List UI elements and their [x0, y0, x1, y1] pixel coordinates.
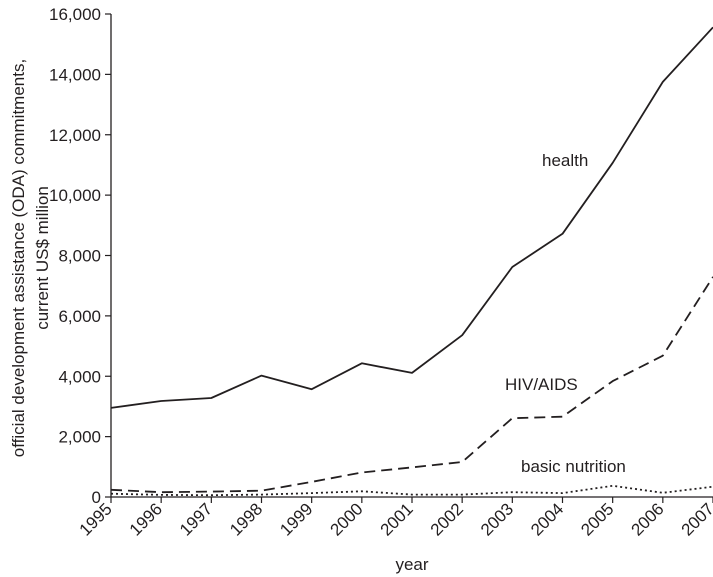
series-label-health: health	[542, 151, 588, 170]
x-tick-label: 1998	[226, 499, 266, 539]
x-tick-label: 1996	[126, 499, 166, 539]
series-label-basic-nutrition: basic nutrition	[521, 457, 626, 476]
series-line-basic-nutrition	[110, 484, 713, 497]
y-tick-label: 8,000	[58, 247, 101, 266]
y-tick-label: 2,000	[58, 428, 101, 447]
y-tick-label: 10,000	[49, 186, 101, 205]
x-tick-label: 1997	[176, 499, 216, 539]
x-tick-label: 1999	[276, 499, 316, 539]
x-tick-label: 2002	[427, 499, 467, 539]
series-label-hiv-aids: HIV/AIDS	[505, 375, 578, 394]
x-tick-label: 2007	[678, 499, 713, 539]
x-tick-label: 2004	[527, 499, 567, 539]
y-tick-label: 6,000	[58, 307, 101, 326]
x-axis-title: year	[395, 555, 428, 574]
y-tick-label: 4,000	[58, 367, 101, 386]
y-axis-title-line-2: current US$ million	[33, 186, 52, 330]
x-tick-label: 2000	[326, 499, 366, 539]
y-tick-label: 0	[92, 488, 101, 507]
x-tick-label: 2003	[477, 499, 517, 539]
x-tick-label: 2006	[627, 499, 667, 539]
plot-area: 0 2,000 4,000 6,000 8,000 10,000 12,000 14,000 1…	[49, 5, 713, 540]
y-axis-title: official development assistance (ODA) co…	[9, 59, 52, 457]
y-tick-label: 12,000	[49, 126, 101, 145]
series-line-hiv-aids	[110, 276, 713, 494]
x-tick-label: 2001	[377, 499, 417, 539]
y-tick-label: 16,000	[49, 5, 101, 24]
x-tick-label: 2005	[577, 499, 617, 539]
x-tick-label: 1995	[76, 499, 116, 539]
series-line-health	[110, 26, 713, 409]
y-tick-label: 14,000	[49, 65, 101, 84]
y-axis-title-line-1: official development assistance (ODA) co…	[9, 59, 28, 457]
